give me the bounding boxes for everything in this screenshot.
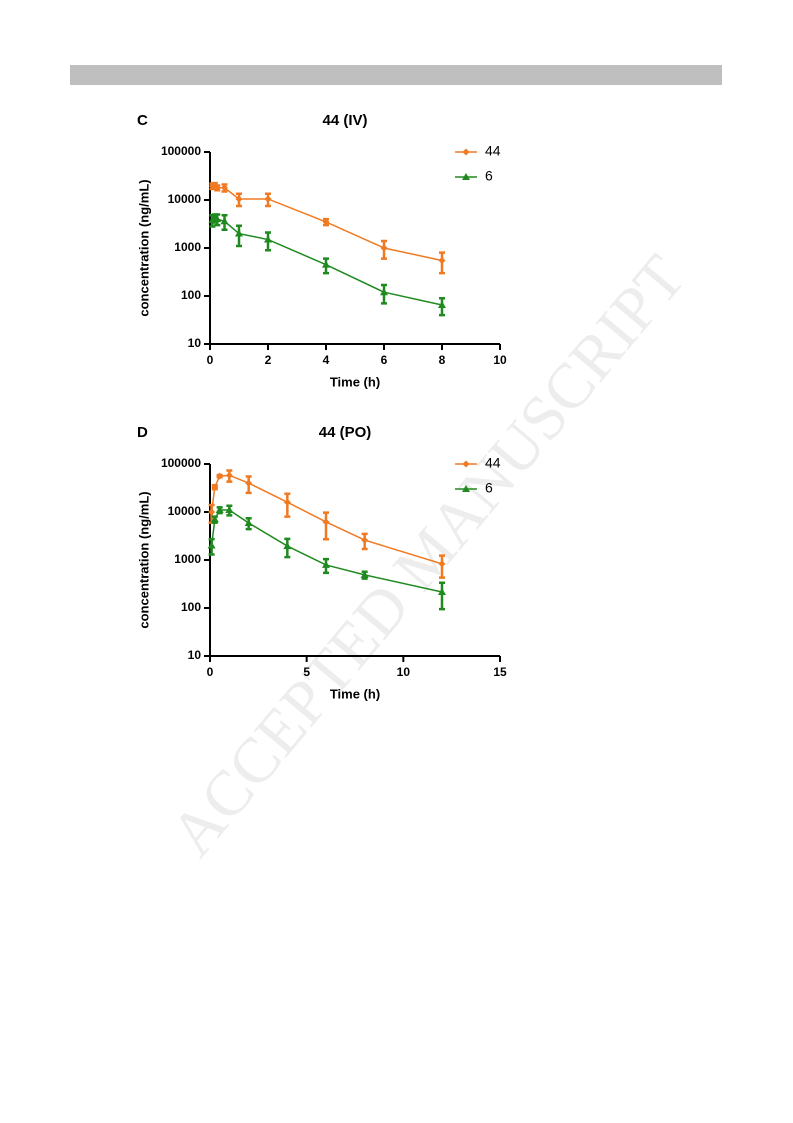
data-point xyxy=(322,260,330,268)
x-tick-label: 10 xyxy=(493,353,507,367)
data-point xyxy=(216,472,224,480)
x-tick-label: 0 xyxy=(207,665,214,679)
panel-label: C xyxy=(137,112,148,129)
data-point xyxy=(213,184,221,192)
chart-title: 44 (IV) xyxy=(322,112,367,129)
data-point xyxy=(438,560,446,568)
x-tick-label: 0 xyxy=(207,353,214,367)
data-point xyxy=(462,460,470,468)
data-point xyxy=(380,244,388,252)
y-tick-label: 100 xyxy=(181,600,201,614)
data-point xyxy=(220,217,229,225)
x-tick-label: 10 xyxy=(397,665,411,679)
y-axis-label: concentration (ng/mL) xyxy=(136,491,151,628)
chart-title: 44 (PO) xyxy=(319,424,372,441)
data-point xyxy=(438,300,446,308)
watermark: ACCEPTED MANUSCRIPT xyxy=(156,242,698,869)
data-point xyxy=(462,485,470,492)
data-point xyxy=(245,479,253,487)
data-point xyxy=(380,288,388,296)
x-axis-label: Time (h) xyxy=(330,374,380,389)
data-point xyxy=(438,256,446,264)
y-tick-label: 100 xyxy=(181,288,201,302)
y-tick-label: 10 xyxy=(188,648,202,662)
data-point xyxy=(264,235,272,243)
data-point xyxy=(215,506,224,514)
data-point xyxy=(264,195,272,203)
data-point xyxy=(360,570,369,578)
panel-label: D xyxy=(137,424,148,441)
data-point xyxy=(283,542,292,550)
y-tick-label: 1000 xyxy=(174,552,201,566)
y-tick-label: 100000 xyxy=(161,456,201,470)
error-bar xyxy=(323,511,329,541)
data-point xyxy=(283,498,291,506)
data-point xyxy=(438,588,446,596)
data-point xyxy=(208,508,216,516)
data-point xyxy=(235,229,243,237)
data-point xyxy=(462,173,470,180)
x-tick-label: 5 xyxy=(303,665,310,679)
data-point xyxy=(221,184,228,192)
data-point xyxy=(225,506,234,514)
data-point xyxy=(207,541,216,549)
y-tick-label: 1000 xyxy=(174,240,201,254)
y-axis-label: concentration (ng/mL) xyxy=(136,179,151,316)
data-point xyxy=(322,518,330,526)
error-bar xyxy=(439,581,445,611)
data-point xyxy=(361,536,369,544)
data-point xyxy=(210,515,219,523)
legend-label: 6 xyxy=(485,168,493,184)
data-point xyxy=(462,148,470,156)
legend-label: 44 xyxy=(485,143,501,159)
y-tick-label: 10000 xyxy=(168,192,202,206)
data-point xyxy=(225,471,233,479)
legend-label: 44 xyxy=(485,455,501,471)
y-tick-label: 10000 xyxy=(168,504,202,518)
x-axis-label: Time (h) xyxy=(330,686,380,701)
x-tick-label: 6 xyxy=(381,353,388,367)
x-tick-label: 8 xyxy=(439,353,446,367)
x-tick-label: 2 xyxy=(265,353,272,367)
data-point xyxy=(211,483,219,491)
data-point xyxy=(235,195,243,203)
data-point xyxy=(213,215,222,223)
data-point xyxy=(244,518,253,526)
legend-label: 6 xyxy=(485,480,493,496)
data-point xyxy=(322,218,330,226)
y-tick-label: 10 xyxy=(188,336,202,350)
y-tick-label: 100000 xyxy=(161,144,201,158)
header-bar xyxy=(70,65,722,85)
x-tick-label: 4 xyxy=(323,353,330,367)
x-tick-label: 15 xyxy=(493,665,507,679)
data-point xyxy=(322,560,330,568)
